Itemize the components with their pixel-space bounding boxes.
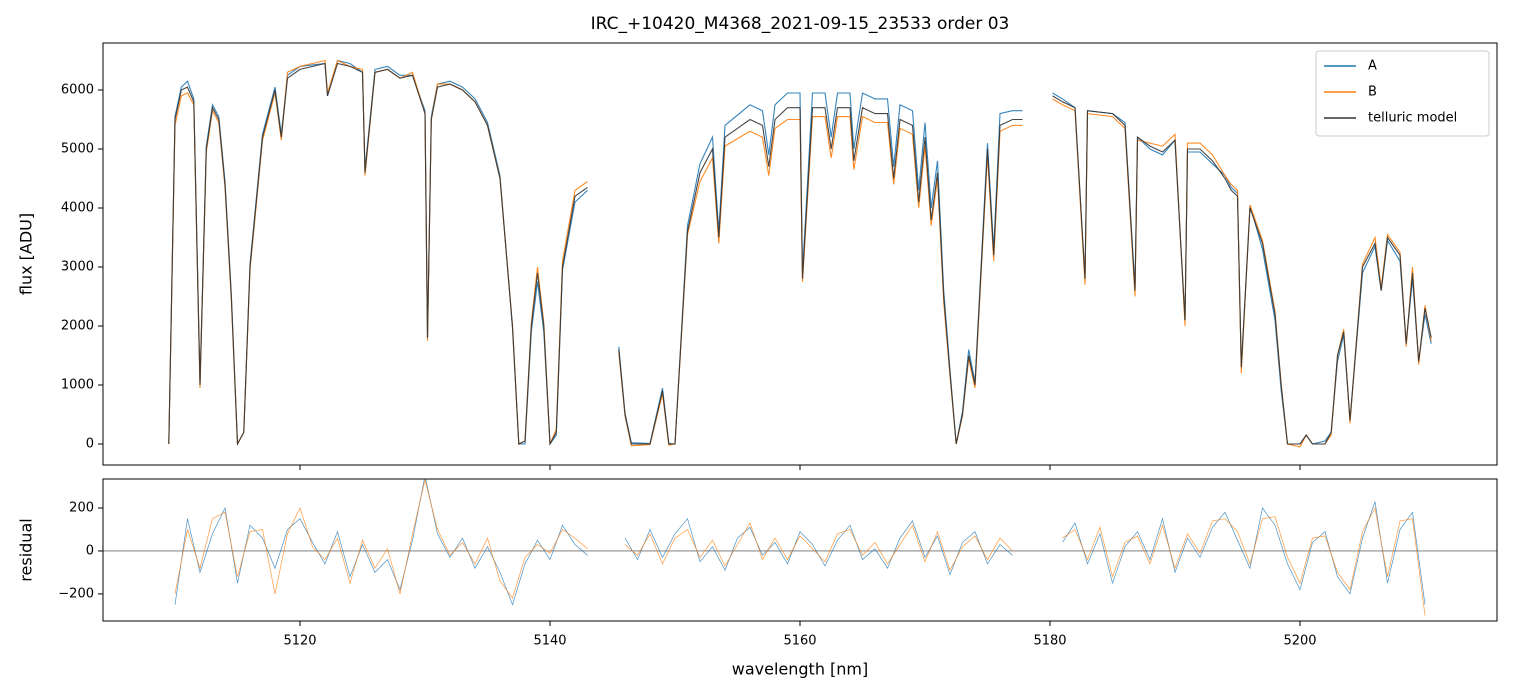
y-tick-label: 1000 — [61, 378, 94, 393]
y-tick-label: 5000 — [61, 142, 94, 157]
series-line — [168, 62, 1432, 447]
y-tick-label: 2000 — [61, 319, 94, 334]
y-tick-label: 0 — [86, 543, 94, 558]
y-tick-label: 6000 — [61, 83, 94, 98]
x-tick-label: 5120 — [283, 634, 316, 649]
y-tick-label: 4000 — [61, 201, 94, 216]
chart-title: IRC_+10420_M4368_2021-09-15_23533 order … — [591, 14, 1010, 34]
y-tick-label: 200 — [69, 501, 94, 516]
y-tick-label: −200 — [58, 586, 94, 601]
plot-area — [103, 479, 1497, 616]
x-axis-label: wavelength [nm] — [732, 660, 869, 679]
y-tick-label: 0 — [86, 436, 94, 451]
legend-label: A — [1368, 59, 1377, 74]
y-axis-label: residual — [17, 518, 36, 581]
legend-label: telluric model — [1368, 111, 1457, 126]
y-axis-label: flux [ADU] — [17, 213, 36, 295]
x-tick-label: 5160 — [783, 634, 816, 649]
plot-area — [168, 59, 1432, 448]
y-tick-label: 3000 — [61, 260, 94, 275]
legend-box — [1315, 50, 1490, 137]
x-tick-label: 5140 — [533, 634, 566, 649]
x-tick-label: 5200 — [1283, 634, 1316, 649]
legend-label: B — [1368, 85, 1377, 100]
x-tick-label: 5180 — [1033, 634, 1066, 649]
series-line — [174, 480, 1426, 616]
